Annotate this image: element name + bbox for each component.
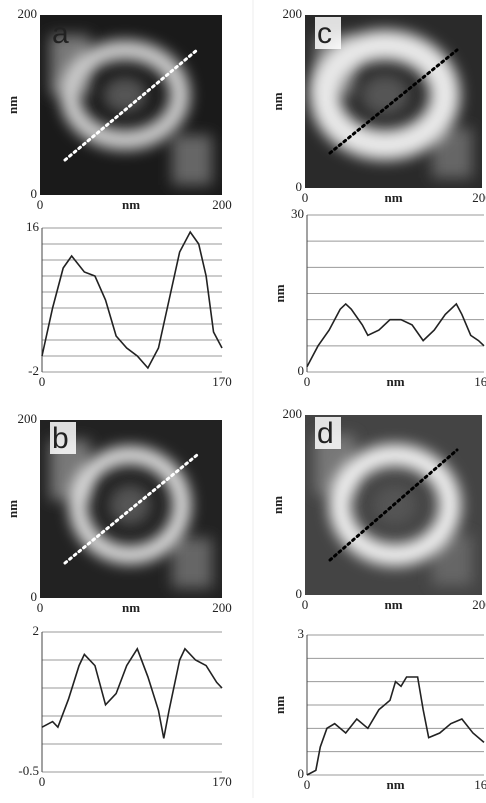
letter-background bbox=[50, 422, 76, 454]
x-tick-label: 160 bbox=[474, 777, 486, 792]
y-tick-label: 30 bbox=[291, 206, 304, 221]
profile-line bbox=[63, 453, 199, 565]
y-axis-label: nm bbox=[272, 284, 287, 302]
x-axis-label: nm bbox=[122, 197, 140, 212]
x-tick-label: 200 bbox=[472, 190, 486, 205]
image-texture bbox=[172, 135, 212, 185]
profile-curve bbox=[41, 647, 223, 739]
panel-letter: a bbox=[52, 17, 69, 50]
y-axis-label: nm bbox=[270, 496, 285, 514]
x-tick-label: 0 bbox=[39, 774, 46, 789]
panel-letter: c bbox=[317, 17, 332, 50]
x-tick-label: 170 bbox=[212, 374, 232, 389]
x-axis-label: nm bbox=[386, 777, 404, 792]
ring-core bbox=[109, 485, 151, 525]
x-tick-label: 160 bbox=[474, 374, 486, 389]
ring-core bbox=[103, 77, 147, 113]
y-tick-label: 0 bbox=[296, 586, 303, 601]
ring bbox=[310, 30, 460, 160]
y-tick-label: 3 bbox=[298, 626, 305, 641]
y-tick-label: 16 bbox=[26, 219, 40, 234]
image-texture bbox=[172, 538, 212, 588]
ring-core bbox=[361, 75, 409, 115]
x-axis-label: nm bbox=[386, 374, 404, 389]
y-tick-label: 2 bbox=[33, 623, 40, 638]
y-axis-label: nm bbox=[5, 96, 20, 114]
y-tick-label: 200 bbox=[283, 6, 303, 21]
profile-line bbox=[328, 48, 459, 155]
y-tick-label: -0.5 bbox=[18, 763, 39, 778]
ring bbox=[69, 446, 191, 564]
letter-background bbox=[315, 17, 341, 49]
x-tick-label: 200 bbox=[472, 597, 486, 612]
y-tick-label: -2 bbox=[28, 363, 39, 378]
y-axis-label: nm bbox=[272, 696, 287, 714]
y-tick-label: 0 bbox=[298, 363, 305, 378]
profile-curve bbox=[306, 676, 485, 776]
profile-curve bbox=[41, 230, 223, 370]
x-axis-label: nm bbox=[122, 600, 140, 615]
x-tick-label: 0 bbox=[37, 197, 44, 212]
profile-line bbox=[328, 448, 459, 562]
y-tick-label: 0 bbox=[296, 179, 303, 194]
ring bbox=[60, 40, 190, 150]
y-tick-label: 0 bbox=[31, 186, 38, 201]
ring bbox=[329, 444, 461, 566]
profile-line bbox=[63, 48, 199, 162]
y-tick-label: 200 bbox=[283, 406, 303, 421]
x-tick-label: 0 bbox=[304, 374, 311, 389]
profile-curve bbox=[306, 302, 485, 368]
y-tick-label: 0 bbox=[31, 589, 38, 604]
letter-background bbox=[315, 417, 341, 449]
x-tick-label: 0 bbox=[39, 374, 46, 389]
x-axis-label: nm bbox=[384, 190, 402, 205]
x-tick-label: 0 bbox=[304, 777, 311, 792]
x-tick-label: 0 bbox=[302, 190, 309, 205]
y-tick-label: 0 bbox=[298, 766, 305, 781]
x-tick-label: 0 bbox=[37, 600, 44, 615]
y-tick-label: 200 bbox=[18, 411, 38, 426]
y-tick-label: 200 bbox=[18, 6, 38, 21]
panel-letter: b bbox=[52, 422, 69, 455]
x-axis-label: nm bbox=[384, 597, 402, 612]
x-tick-label: 0 bbox=[302, 597, 309, 612]
x-tick-label: 170 bbox=[212, 774, 232, 789]
y-axis-label: nm bbox=[5, 500, 20, 518]
y-axis-label: nm bbox=[270, 92, 285, 110]
afm-image bbox=[305, 15, 482, 188]
panel-letter: d bbox=[317, 417, 334, 450]
x-tick-label: 200 bbox=[212, 600, 232, 615]
x-tick-label: 200 bbox=[212, 197, 232, 212]
